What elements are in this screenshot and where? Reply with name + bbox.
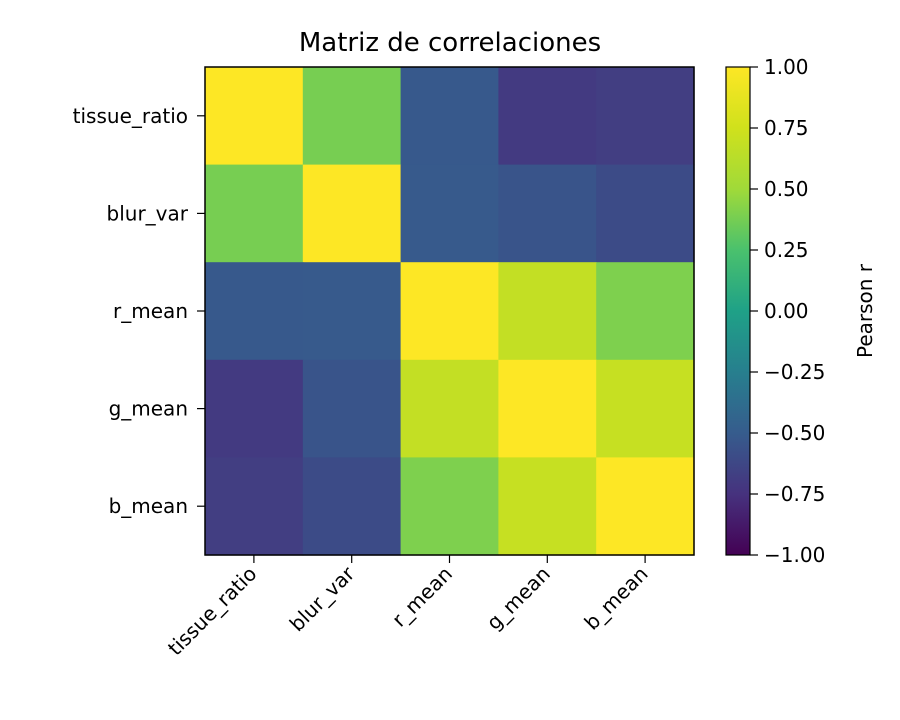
heatmap-cell-4-3 (498, 457, 597, 556)
row-tick-label: b_mean (109, 494, 188, 518)
colorbar-tick-label: 0.25 (764, 238, 809, 262)
colorbar-tick-label: −0.75 (764, 482, 825, 506)
column-tick-label: blur_var (285, 561, 360, 636)
heatmap-cell-3-3 (498, 359, 597, 458)
column-tick-labels: tissue_ratio blur_var r_mean g_mean b_mean (163, 555, 653, 660)
heatmap-cell-3-4 (596, 359, 695, 458)
heatmap-cell-0-1 (302, 67, 402, 166)
colorbar-tick-label: 0.00 (764, 299, 809, 323)
heatmap-cell-3-2 (400, 359, 499, 458)
colorbar-tick-label: −0.25 (764, 360, 825, 384)
heatmap-cell-4-4 (596, 457, 695, 556)
column-tick-label: tissue_ratio (163, 562, 262, 661)
heatmap-cell-1-4 (596, 164, 695, 263)
column-tick-label: g_mean (482, 562, 555, 635)
column-tick-label: b_mean (580, 562, 653, 635)
heatmap-cell-1-1 (302, 164, 402, 263)
row-tick-label: blur_var (107, 201, 189, 225)
heatmap-cell-3-1 (302, 359, 402, 458)
colorbar-ticks: 1.00 0.75 0.50 0.25 0.00 −0.25 −0.50 −0.75 −1.00 (750, 55, 825, 567)
column-tick-label: r_mean (387, 562, 457, 632)
heatmap-cell-0-2 (400, 67, 499, 166)
colorbar-label: Pearson r (853, 263, 877, 358)
heatmap-cell-4-1 (302, 457, 402, 556)
heatmap-cell-2-2 (400, 262, 499, 361)
heatmap-cell-1-2 (400, 164, 499, 263)
heatmap-cell-0-4 (596, 67, 695, 166)
row-tick-label: tissue_ratio (73, 104, 188, 128)
heatmap-cell-2-0 (205, 262, 304, 361)
row-tick-label: g_mean (109, 397, 188, 421)
heatmap-cell-1-3 (498, 164, 597, 263)
heatmap-cell-2-1 (302, 262, 402, 361)
colorbar-tick-label: 0.75 (764, 116, 809, 140)
colorbar-tick-label: −1.00 (764, 543, 825, 567)
colorbar (725, 66, 751, 556)
heatmap-cell-0-3 (498, 67, 597, 166)
heatmap-cells (205, 67, 695, 556)
row-tick-labels: tissue_ratio blur_var r_mean g_mean b_mean (73, 104, 205, 518)
colorbar-tick-label: 1.00 (764, 55, 809, 79)
heatmap-cell-3-0 (205, 359, 304, 458)
colorbar-tick-label: −0.50 (764, 421, 825, 445)
heatmap-cell-1-0 (205, 164, 304, 263)
colorbar-tick-label: 0.50 (764, 177, 809, 201)
heatmap-cell-2-3 (498, 262, 597, 361)
heatmap-cell-4-0 (205, 457, 304, 556)
chart-title: Matriz de correlaciones (299, 28, 601, 58)
row-tick-label: r_mean (113, 299, 188, 323)
heatmap-cell-2-4 (596, 262, 695, 361)
heatmap-cell-4-2 (400, 457, 499, 556)
heatmap-cell-0-0 (205, 67, 304, 166)
